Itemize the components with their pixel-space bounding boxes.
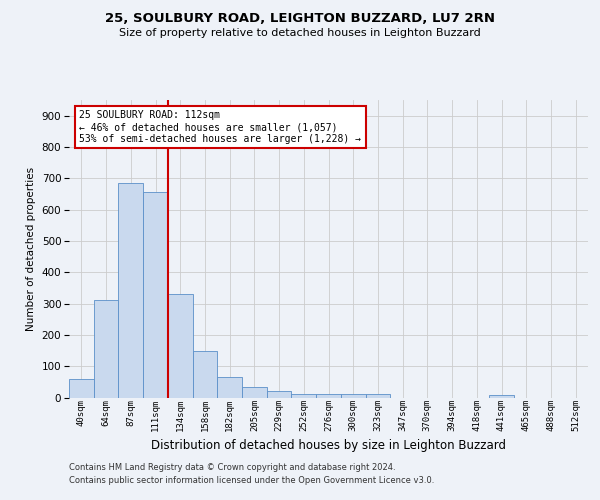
Bar <box>292 394 316 398</box>
Bar <box>242 387 267 398</box>
Bar <box>316 394 341 398</box>
Bar <box>365 394 390 398</box>
Text: 25, SOULBURY ROAD, LEIGHTON BUZZARD, LU7 2RN: 25, SOULBURY ROAD, LEIGHTON BUZZARD, LU7… <box>105 12 495 26</box>
Text: Size of property relative to detached houses in Leighton Buzzard: Size of property relative to detached ho… <box>119 28 481 38</box>
Bar <box>489 395 514 398</box>
X-axis label: Distribution of detached houses by size in Leighton Buzzard: Distribution of detached houses by size … <box>151 440 506 452</box>
Y-axis label: Number of detached properties: Number of detached properties <box>26 166 36 331</box>
Bar <box>69 378 94 398</box>
Bar <box>193 350 217 398</box>
Bar <box>217 377 242 398</box>
Bar <box>94 300 118 398</box>
Text: 25 SOULBURY ROAD: 112sqm
← 46% of detached houses are smaller (1,057)
53% of sem: 25 SOULBURY ROAD: 112sqm ← 46% of detach… <box>79 110 361 144</box>
Bar <box>341 394 365 398</box>
Text: Contains HM Land Registry data © Crown copyright and database right 2024.: Contains HM Land Registry data © Crown c… <box>69 462 395 471</box>
Bar <box>143 192 168 398</box>
Text: Contains public sector information licensed under the Open Government Licence v3: Contains public sector information licen… <box>69 476 434 485</box>
Bar <box>118 183 143 398</box>
Bar <box>168 294 193 398</box>
Bar <box>267 391 292 398</box>
